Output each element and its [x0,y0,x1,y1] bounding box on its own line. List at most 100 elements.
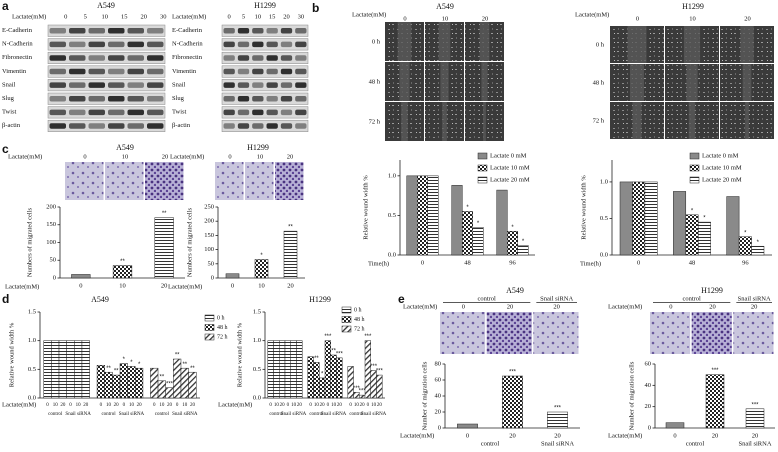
transwell-image [650,312,691,354]
bar [738,236,752,256]
blot-band [147,82,164,88]
x-tick-label: 0 [69,403,72,408]
bar [376,374,383,399]
bar [673,191,687,256]
x-tick-label: 0 [349,403,352,408]
bar [112,265,133,279]
x-tick-label: 10 [106,403,112,408]
x-tick-label: 10 [371,403,377,408]
y-tick-label: 250 [204,203,214,210]
column-axis-label: Lactate(mM) [352,11,386,18]
y-axis-label: Relative wound width % [8,322,15,387]
blot-band [252,28,264,34]
lane-label: 30 [160,13,167,20]
column-axis-label: Lactate(mM) [170,153,204,160]
blot-band [108,68,125,75]
x-tick-label: 48 [689,259,696,266]
x-tick-label: 10 [274,403,280,408]
x-axis-label: Lactate(mM) [218,401,252,408]
column-label: 20 [751,303,758,310]
blot-band [223,96,235,102]
column-label: 0 [669,303,672,310]
protein-label: β-actin [172,122,191,129]
y-tick-label: 50 [208,260,215,267]
significance-label: *** [364,334,372,340]
blot-band [108,55,125,61]
transwell-image [275,162,304,200]
blot-band [223,41,235,48]
transwell-image [105,162,144,200]
blot-band [266,68,278,75]
bar [119,363,128,399]
blot-band [237,109,250,116]
bar [462,211,473,256]
column-axis-label: Lactate(mM) [403,303,437,310]
y-tick-label: 0.0 [388,251,396,258]
row-label: 0 h [596,41,605,48]
blot-band [280,68,293,75]
significance-label: ** [314,356,319,362]
blot-band [295,55,307,61]
x-tick-label: 10 [258,282,265,289]
x-tick-label: 0 [367,403,370,408]
significance-label: * [477,221,480,227]
blot-band [69,82,86,88]
y-tick-label: 1.5 [28,308,36,315]
blot-band [266,123,278,129]
x-axis-label: Lactate(mM) [400,432,434,439]
blot-band [127,28,144,34]
significance-label: * [757,240,760,246]
blot-band [252,96,264,102]
blot-band [88,82,105,88]
blot-band [69,68,86,75]
column-label: 10 [442,15,449,22]
y-axis-label: Numbers of migrated cells [26,207,33,277]
y-tick-label: 0.0 [253,394,261,401]
legend-swatch [341,325,352,333]
transwell-image [145,162,184,200]
blot-band [49,28,66,34]
wound-gap [742,64,752,101]
blot-band [237,96,250,102]
bar [632,181,646,256]
x-tick-label: 0 [153,403,156,408]
x-tick-label: 96 [509,259,516,266]
bar [751,245,765,256]
significance-label: *** [353,386,361,392]
legend-label: Lactate 10 mM [702,164,742,171]
x-tick-label: 10 [182,403,188,408]
wound-gap [688,102,696,139]
x-tick-label: 20 [752,432,759,439]
bar [290,340,297,399]
x-tick-label: 0 [327,403,330,408]
x-axis-label: Lactate(mM) [168,283,202,290]
wound-gap [745,102,749,139]
bar [496,189,508,256]
blot-band [252,41,264,48]
significance-label: * [466,205,469,211]
blot-band [147,55,164,61]
column-label: 10 [689,15,696,22]
lane-label: 10 [255,13,262,20]
bar [173,358,182,399]
lane-label: 0 [64,13,67,20]
lane-axis-label: Lactate(mM) [172,13,206,20]
protein-label: Twist [172,109,187,116]
lane-axis-label: Lactate(mM) [12,13,46,20]
column-label: 0 [636,15,639,22]
transwell-image [533,312,579,354]
bar [644,181,658,256]
bar [319,377,326,399]
blot-band [280,82,293,88]
lane-label: 5 [84,13,87,20]
blot-strip [47,65,166,78]
bar [267,340,274,399]
protein-label: N-Cadherin [172,41,203,48]
significance-label: *** [509,370,517,376]
x-tick-label: 10 [119,282,126,289]
bar [188,371,197,399]
bar [324,340,331,399]
x-axis-label: Lactate(mM) [608,432,642,439]
x-tick-label: 0 [79,282,82,289]
